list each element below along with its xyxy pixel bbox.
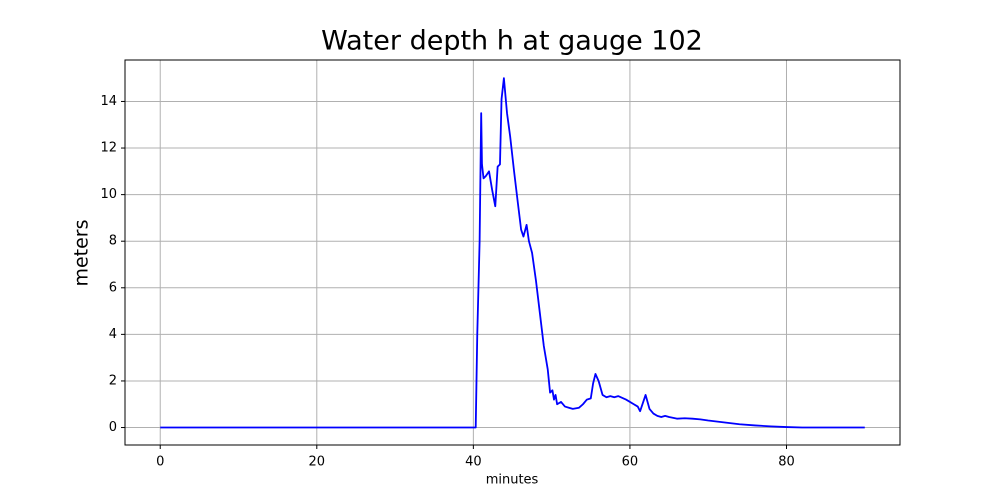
x-axis-label: minutes [486,473,539,488]
y-tick-label: 6 [109,280,117,295]
chart-title: Water depth h at gauge 102 [321,26,703,57]
x-tick-label: 40 [465,455,482,470]
x-tick-label: 20 [309,455,326,470]
y-tick-label: 10 [100,187,117,202]
x-tick-label: 80 [778,455,795,470]
y-tick-label: 12 [100,141,117,156]
y-tick-label: 2 [109,373,117,388]
y-tick-label: 0 [109,420,117,435]
plot-frame [124,59,901,446]
y-tick-label: 4 [109,327,117,342]
x-tick-label: 60 [622,455,639,470]
y-tick-label: 14 [100,94,117,109]
x-tick-label: 0 [156,455,164,470]
data-line [160,77,865,429]
y-axis-label: meters [71,219,93,286]
y-tick-label: 8 [109,234,117,249]
